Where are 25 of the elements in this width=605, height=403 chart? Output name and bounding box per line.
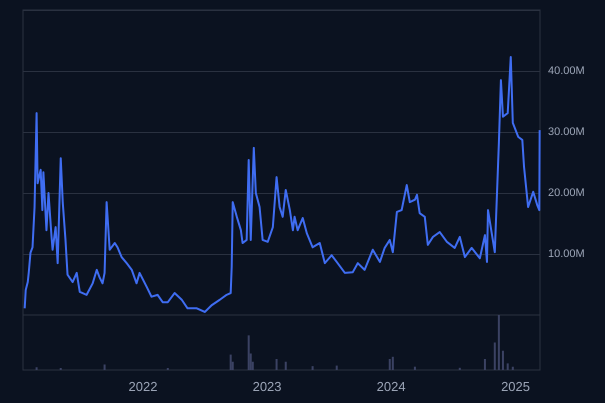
bar <box>312 366 314 370</box>
x-tick-label: 2025 <box>501 379 530 394</box>
bar <box>506 363 509 370</box>
y-tick-label: 40.00M <box>548 65 585 77</box>
line-series <box>24 56 541 313</box>
y-tick-label: 20.00M <box>548 187 585 199</box>
bar <box>498 315 500 370</box>
y-tick-label: 30.00M <box>548 126 585 138</box>
x-tick-label: 2023 <box>252 379 282 394</box>
x-tick-label: 2022 <box>128 379 158 394</box>
y-tick-label: 10.00M <box>548 248 585 260</box>
x-tick-label: 2024 <box>376 379 406 394</box>
bar <box>284 362 287 370</box>
bar <box>230 354 232 370</box>
bar <box>414 366 416 370</box>
bar <box>336 366 338 370</box>
bar <box>36 367 38 370</box>
bar <box>484 359 486 370</box>
bar <box>494 342 496 370</box>
bar <box>248 335 250 370</box>
bar <box>388 359 391 370</box>
bar <box>502 350 504 370</box>
bar <box>276 359 278 370</box>
bar <box>104 364 106 370</box>
bar <box>392 356 394 370</box>
